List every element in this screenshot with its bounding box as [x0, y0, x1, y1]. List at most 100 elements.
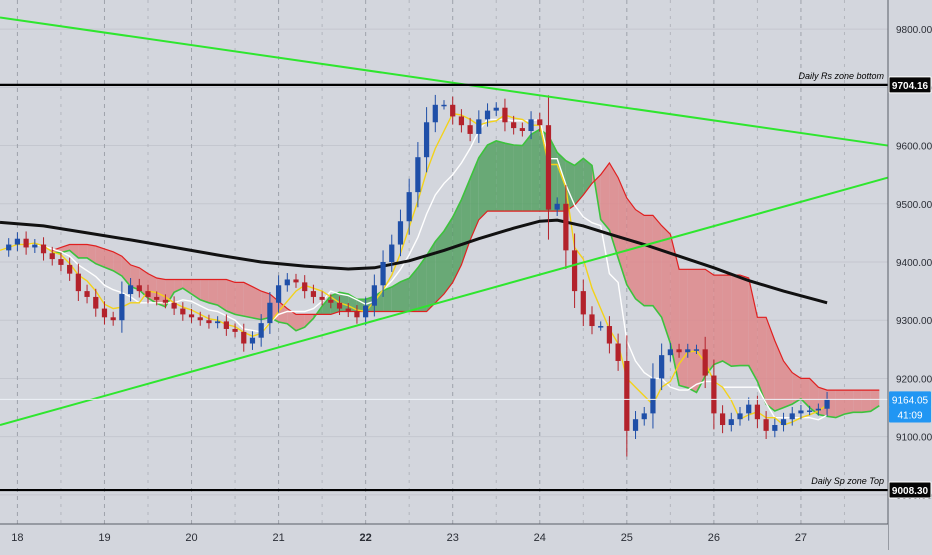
x-tick-label: 23	[447, 532, 459, 544]
x-tick-label: 27	[795, 532, 807, 544]
moving-average-line	[0, 218, 828, 305]
candle-body	[441, 104, 447, 107]
candle-body	[180, 308, 186, 315]
base-line	[0, 118, 828, 421]
cloud-segment	[652, 215, 662, 318]
cloud-segment	[531, 129, 540, 212]
candle-body	[511, 122, 517, 129]
candle-body	[328, 299, 334, 303]
candle-body	[197, 317, 203, 321]
cloud-segment	[243, 282, 253, 318]
cloud-span-a-line	[52, 128, 880, 419]
candle-body	[101, 308, 108, 318]
cloud-segment	[713, 275, 723, 365]
cloud-segment	[687, 269, 697, 393]
price-badge	[888, 76, 932, 94]
candle-body	[84, 291, 90, 297]
candle-body	[624, 360, 630, 431]
cloud-segment	[121, 256, 131, 287]
candle-body	[598, 326, 604, 328]
cloud-segment	[740, 275, 749, 366]
candle-body	[145, 291, 151, 297]
x-tick-label: 25	[621, 532, 633, 544]
candle-body	[798, 410, 804, 414]
x-tick-label: 26	[708, 532, 720, 544]
cloud-segment	[296, 314, 305, 331]
x-tick-label: 21	[272, 532, 284, 544]
candle-body	[67, 264, 73, 274]
candle-body	[397, 221, 404, 245]
price-badge	[889, 406, 931, 423]
candle-body	[719, 413, 726, 426]
candle-body	[49, 253, 55, 260]
candle-body	[310, 291, 317, 297]
candles-layer	[6, 94, 830, 457]
candle-body	[275, 285, 282, 303]
candle-body	[580, 291, 586, 315]
cloud-segment	[748, 278, 758, 382]
candle-body	[450, 104, 456, 117]
candle-body	[528, 119, 534, 131]
cloud-segment	[487, 140, 497, 212]
cloud-segment	[861, 390, 871, 413]
cloud-segment	[600, 163, 610, 230]
cloud-segment	[722, 275, 732, 367]
candle-body	[772, 425, 778, 431]
cloud-segment	[417, 255, 427, 312]
cloud-segment	[661, 225, 671, 344]
y-tick-label: 9600.00	[896, 142, 932, 153]
candle-body	[554, 203, 560, 210]
cloud-segment	[113, 251, 122, 276]
candle-body	[754, 404, 761, 420]
price-badge	[889, 391, 931, 408]
candle-body	[293, 279, 299, 283]
candle-body	[154, 296, 160, 300]
cloud-segment	[870, 390, 880, 412]
cloud-segment	[792, 372, 801, 405]
cloud-segment	[444, 217, 453, 294]
candle-body	[336, 302, 343, 309]
candle-body	[319, 296, 325, 300]
cloud-segment	[731, 275, 740, 367]
cloud-segment	[426, 241, 436, 312]
candle-body	[467, 125, 473, 134]
candle-body	[711, 375, 717, 414]
trendline	[0, 176, 889, 426]
cloud-span-b-line	[52, 161, 880, 391]
horizontal-level-label: Daily Rs zone bottom	[798, 71, 884, 81]
candle-body	[737, 413, 743, 420]
candle-body	[676, 349, 682, 353]
candle-body	[693, 349, 700, 351]
y-tick-label: 9400.00	[896, 258, 932, 269]
candle-body	[641, 413, 647, 420]
candle-body	[223, 321, 229, 329]
candle-body	[519, 128, 525, 131]
candle-body	[6, 244, 12, 251]
candle-body	[380, 262, 386, 286]
candle-body	[537, 119, 543, 126]
cloud-segment	[217, 279, 227, 311]
candle-body	[110, 317, 116, 321]
candle-body	[545, 125, 552, 210]
cloud-segment	[774, 340, 784, 411]
candle-body	[432, 104, 438, 123]
candle-body	[406, 192, 412, 222]
candle-body	[215, 321, 221, 324]
y-tick-label: 9300.00	[896, 316, 932, 327]
cloud-segment	[226, 279, 236, 315]
candle-body	[807, 410, 813, 412]
candle-body	[354, 311, 360, 318]
cloud-segment	[400, 278, 410, 312]
cloud-segment	[130, 264, 140, 290]
candle-body	[702, 349, 708, 376]
candle-body	[162, 299, 169, 303]
candle-body	[615, 343, 621, 361]
x-tick-label: 24	[534, 532, 546, 544]
cloud-segment	[435, 231, 444, 303]
candle-body	[502, 107, 508, 123]
candle-body	[659, 355, 665, 379]
candle-body	[458, 116, 465, 126]
price-badges: 9704.16 9164.05 41:09 9008.30	[888, 76, 932, 499]
